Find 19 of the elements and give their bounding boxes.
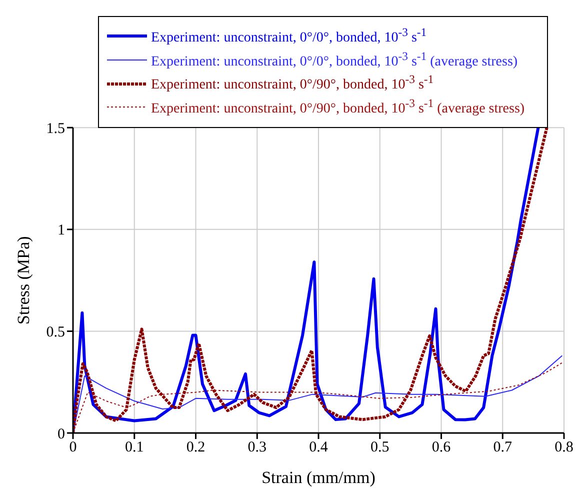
x-axis-title: Strain (mm/mm) [262,468,376,487]
x-tick-label: 0 [69,440,77,456]
legend-label: Experiment: unconstraint, 0°/90°, bonded, 10$^{-3}$ s$^{-1}$ [151,73,434,94]
x-tick-label: 0.6 [432,440,452,456]
legend-label: Experiment: unconstraint, 0°/0°, bonded, 10$^{-3}$ s$^{-1}$ (average stress) [151,50,518,70]
y-tick-label: 1 [58,222,65,239]
x-tick-label: 0.3 [248,440,266,456]
x-tick-label: 0.5 [370,440,390,456]
legend-label: Experiment: unconstraint, 0°/0°, bonded, 10$^{-3}$ s$^{-1}$ [151,26,427,47]
y-tick-label: 1.5 [46,120,65,137]
y-tick-label: 0.5 [46,324,65,341]
x-tick-label: 0.4 [309,440,328,456]
legend-label: Experiment: unconstraint, 0°/90°, bonded, 10$^{-3}$ s$^{-1}$ (average stress) [151,96,525,118]
y-tick-label: 0 [58,426,65,442]
x-tick-label: 0.1 [125,440,144,456]
x-tick-label: 0.8 [554,440,574,456]
x-tick-label: 0.7 [493,440,512,456]
x-tick-label: 0.2 [186,440,206,456]
y-axis-title: Stress (MPa) [14,236,34,324]
